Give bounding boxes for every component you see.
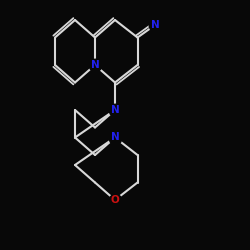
Text: N: N	[150, 20, 160, 30]
Text: N: N	[90, 60, 100, 70]
Text: O: O	[110, 195, 120, 205]
Text: N: N	[110, 105, 120, 115]
Text: N: N	[110, 132, 120, 142]
